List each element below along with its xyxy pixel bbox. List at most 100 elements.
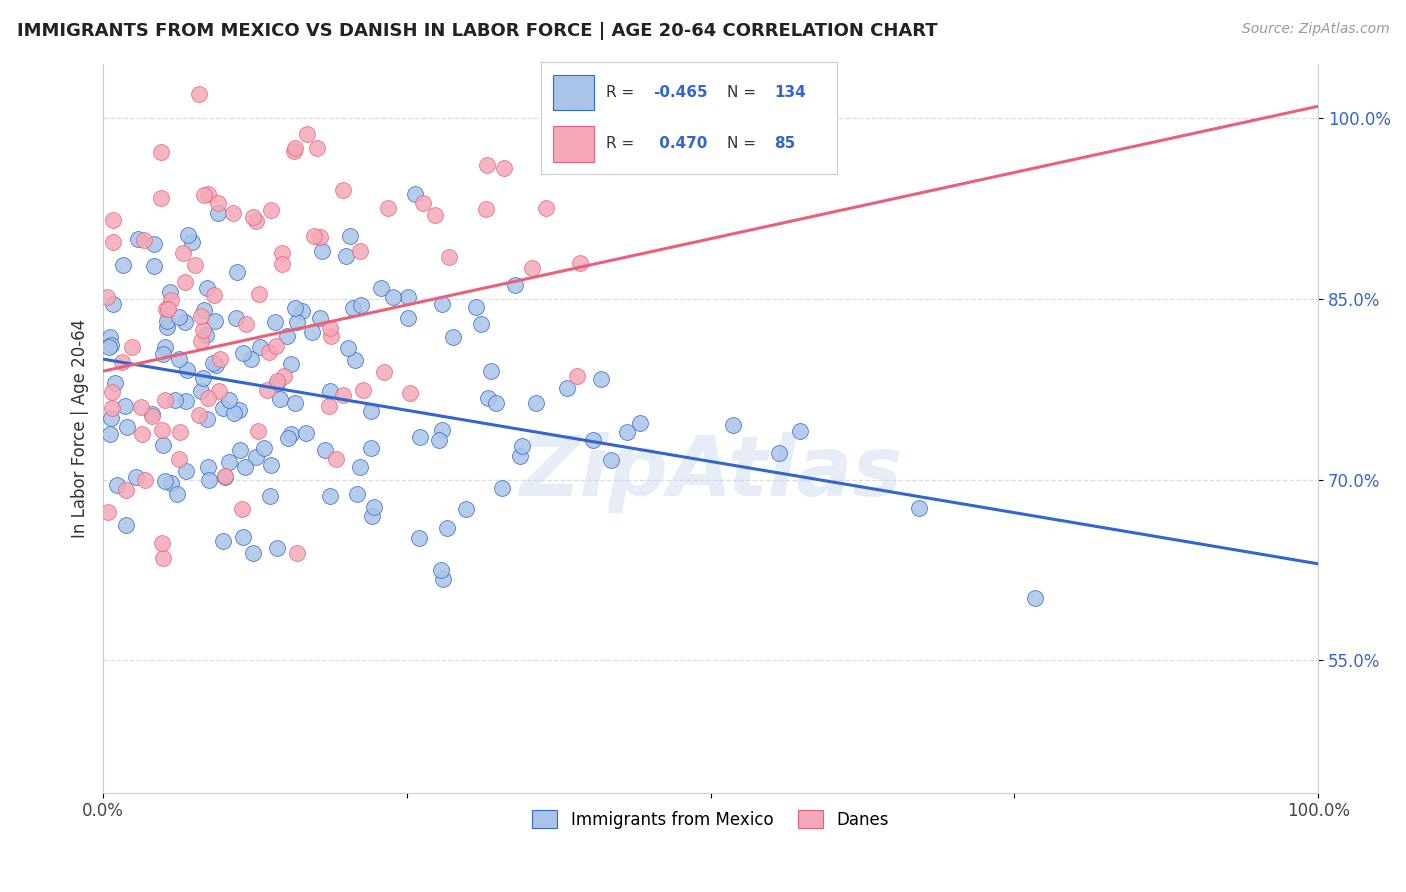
Point: [156, 302, 179, 317]
Point: [160, 293, 183, 307]
Point: [242, 210, 264, 224]
Point: [284, 301, 307, 316]
Point: [408, 531, 430, 545]
Point: [485, 396, 508, 410]
Y-axis label: In Labor Force | Age 20-64: In Labor Force | Age 20-64: [72, 318, 89, 538]
Point: [349, 460, 371, 475]
Point: [427, 433, 450, 447]
Legend: Immigrants from Mexico, Danes: Immigrants from Mexico, Danes: [526, 804, 896, 835]
Point: [271, 246, 294, 260]
Point: [423, 208, 446, 222]
Point: [264, 339, 287, 353]
Point: [318, 399, 340, 413]
Point: [121, 340, 143, 354]
Point: [245, 450, 267, 464]
Point: [195, 281, 218, 295]
Point: [768, 446, 790, 460]
Point: [441, 330, 464, 344]
Text: 0.470: 0.470: [654, 136, 707, 152]
Point: [96, 290, 118, 304]
Point: [166, 487, 188, 501]
Point: [477, 158, 499, 172]
Point: [156, 314, 179, 328]
Point: [349, 244, 371, 259]
Point: [197, 186, 219, 201]
Point: [160, 476, 183, 491]
Point: [191, 323, 214, 337]
Point: [114, 399, 136, 413]
Point: [188, 408, 211, 422]
Point: [534, 201, 557, 215]
Point: [191, 371, 214, 385]
Point: [373, 365, 395, 379]
Point: [295, 426, 318, 441]
Point: [271, 257, 294, 271]
Point: [143, 259, 166, 273]
Point: [339, 229, 361, 244]
Point: [202, 288, 225, 302]
Point: [174, 316, 197, 330]
Point: [370, 281, 392, 295]
Point: [492, 161, 515, 176]
Point: [214, 470, 236, 484]
Point: [628, 417, 651, 431]
Text: R =: R =: [606, 136, 640, 152]
Point: [105, 478, 128, 492]
Point: [111, 258, 134, 272]
Point: [153, 340, 176, 354]
Point: [335, 249, 357, 263]
Point: [319, 384, 342, 398]
Point: [285, 316, 308, 330]
Point: [221, 206, 243, 220]
Point: [233, 460, 256, 475]
Point: [361, 508, 384, 523]
Point: [125, 470, 148, 484]
Point: [382, 290, 405, 304]
Point: [167, 310, 190, 324]
Point: [129, 400, 152, 414]
Point: [465, 300, 488, 314]
Point: [226, 265, 249, 279]
Point: [205, 358, 228, 372]
Point: [616, 425, 638, 440]
Point: [232, 346, 254, 360]
Point: [336, 341, 359, 355]
Point: [195, 412, 218, 426]
Point: [1024, 591, 1046, 605]
Point: [276, 329, 298, 343]
Point: [114, 517, 136, 532]
Point: [101, 385, 124, 400]
Text: ZipAtlas: ZipAtlas: [519, 432, 903, 513]
Point: [208, 384, 231, 398]
Text: 134: 134: [775, 85, 806, 100]
Point: [363, 500, 385, 514]
Point: [269, 392, 291, 407]
Point: [789, 424, 811, 438]
Point: [159, 285, 181, 300]
FancyBboxPatch shape: [553, 75, 595, 111]
Point: [174, 394, 197, 409]
Text: N =: N =: [727, 136, 761, 152]
Point: [111, 354, 134, 368]
Point: [180, 235, 202, 249]
Point: [104, 376, 127, 390]
Point: [169, 451, 191, 466]
Point: [301, 325, 323, 339]
Point: [193, 188, 215, 202]
Point: [266, 374, 288, 388]
Point: [101, 297, 124, 311]
Point: [190, 309, 212, 323]
Point: [325, 452, 347, 467]
Point: [131, 427, 153, 442]
Point: [97, 340, 120, 354]
Point: [280, 357, 302, 371]
Point: [260, 458, 283, 472]
Point: [505, 278, 527, 293]
Point: [169, 425, 191, 439]
Point: [430, 297, 453, 311]
Point: [253, 441, 276, 455]
Point: [153, 393, 176, 408]
Point: [429, 563, 451, 577]
Point: [176, 363, 198, 377]
Point: [266, 541, 288, 555]
